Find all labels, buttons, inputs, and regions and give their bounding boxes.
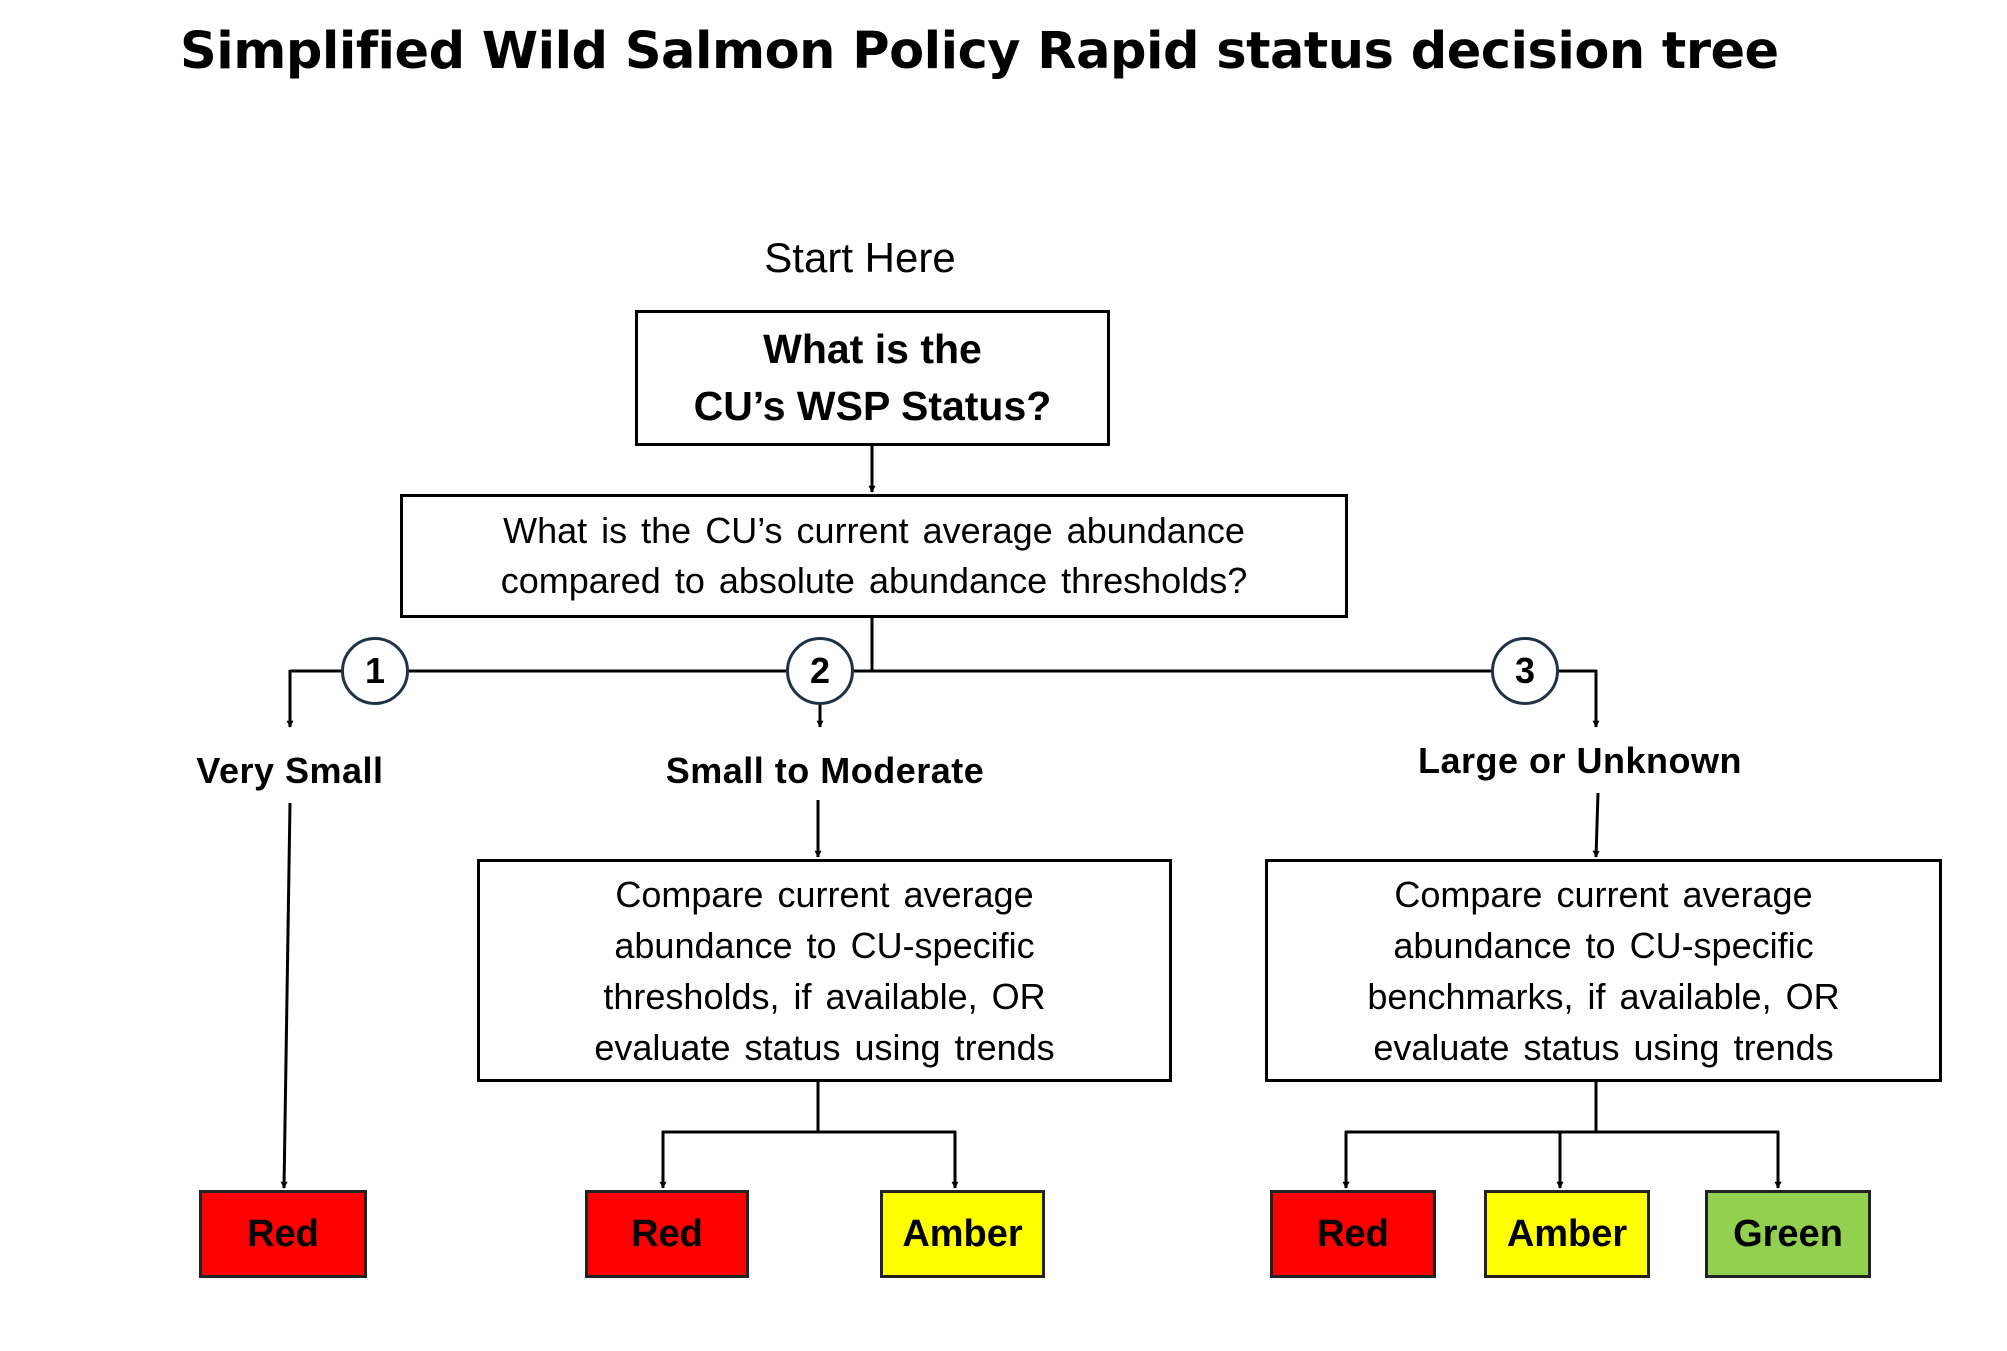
outcome-amber-small-moderate: Amber <box>880 1190 1045 1278</box>
status-question-box: What is the CU’s WSP Status? <box>635 310 1110 446</box>
compare-thresholds-box: Compare current average abundance to CU-… <box>477 859 1172 1082</box>
outcome-green-large-unknown: Green <box>1705 1190 1871 1278</box>
start-here-label: Start Here <box>764 234 956 281</box>
outcome-red-very-small: Red <box>199 1190 367 1278</box>
branch-large-unknown-label: Large or Unknown <box>1417 740 1743 781</box>
arrow-very-small-to-red <box>280 802 292 1189</box>
abundance-question-box: What is the CU’s current average abundan… <box>400 494 1348 618</box>
outcome-amber-large-unknown: Amber <box>1484 1190 1650 1278</box>
compare-thresholds-text: Compare current average abundance to CU-… <box>594 873 1055 1068</box>
arrow-large-unknown-to-compare <box>1592 792 1600 858</box>
branch-3-badge: 3 <box>1491 637 1559 705</box>
status-question-text: What is the CU’s WSP Status? <box>693 326 1052 429</box>
compare-benchmarks-text: Compare current average abundance to CU-… <box>1367 873 1840 1068</box>
branch-very-small-label: Very Small <box>196 750 384 791</box>
outcome-red-large-unknown: Red <box>1270 1190 1436 1278</box>
branch-small-moderate-label: Small to Moderate <box>665 750 985 791</box>
branch-2-badge: 2 <box>786 637 854 705</box>
outcome-red-small-moderate: Red <box>585 1190 749 1278</box>
page-title: Simplified Wild Salmon Policy Rapid stat… <box>180 22 1779 81</box>
compare-benchmarks-box: Compare current average abundance to CU-… <box>1265 859 1942 1082</box>
abundance-question-text: What is the CU’s current average abundan… <box>500 510 1248 601</box>
branch-1-badge: 1 <box>341 637 409 705</box>
